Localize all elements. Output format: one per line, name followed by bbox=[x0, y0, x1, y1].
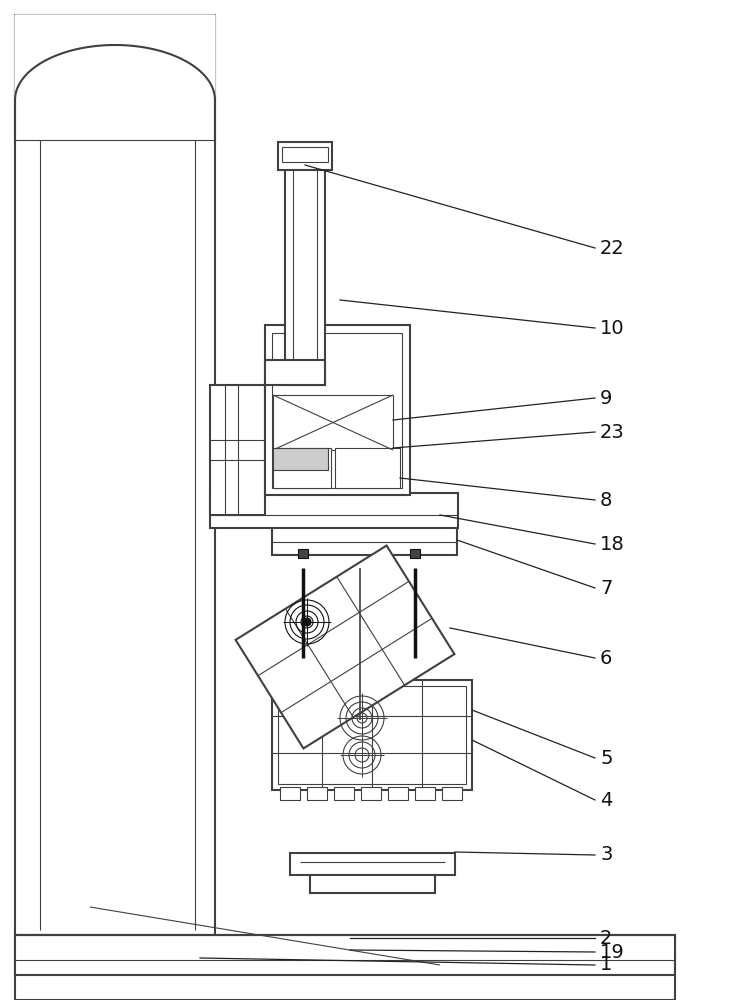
Text: 4: 4 bbox=[600, 790, 613, 810]
Bar bbox=[410, 549, 420, 558]
Bar bbox=[361, 787, 381, 800]
Bar bbox=[278, 686, 466, 784]
Text: 6: 6 bbox=[600, 648, 613, 668]
Bar bbox=[293, 168, 317, 378]
Bar bbox=[298, 549, 308, 558]
Text: 10: 10 bbox=[600, 318, 625, 338]
Bar bbox=[334, 787, 354, 800]
Circle shape bbox=[303, 618, 311, 626]
Bar bbox=[335, 448, 400, 488]
Text: 7: 7 bbox=[600, 578, 613, 597]
Bar bbox=[210, 493, 458, 528]
Bar bbox=[272, 680, 472, 790]
Bar bbox=[282, 147, 328, 162]
Bar bbox=[15, 15, 215, 935]
Text: 5: 5 bbox=[600, 748, 613, 768]
Text: 18: 18 bbox=[600, 534, 625, 554]
Bar bbox=[210, 385, 265, 515]
Bar bbox=[310, 875, 435, 893]
Text: 1: 1 bbox=[600, 956, 613, 974]
Text: 22: 22 bbox=[600, 238, 625, 257]
Text: 8: 8 bbox=[600, 490, 613, 510]
Text: 23: 23 bbox=[600, 422, 625, 442]
Bar bbox=[273, 448, 328, 470]
Bar bbox=[15, 935, 675, 1000]
Bar bbox=[388, 787, 408, 800]
Bar bbox=[273, 395, 393, 450]
Bar bbox=[442, 787, 462, 800]
Bar bbox=[307, 787, 327, 800]
Text: 19: 19 bbox=[600, 942, 625, 962]
Bar bbox=[280, 787, 300, 800]
Bar bbox=[265, 325, 410, 495]
Bar bbox=[272, 333, 402, 488]
Bar bbox=[285, 160, 325, 385]
Text: 9: 9 bbox=[600, 388, 613, 408]
Bar bbox=[278, 142, 332, 170]
Bar bbox=[273, 448, 331, 488]
Bar bbox=[415, 787, 435, 800]
Polygon shape bbox=[15, 15, 215, 140]
Text: 2: 2 bbox=[600, 928, 613, 948]
Text: 3: 3 bbox=[600, 846, 613, 864]
Polygon shape bbox=[235, 546, 454, 748]
Bar bbox=[15, 935, 675, 975]
Bar bbox=[290, 853, 455, 875]
Bar bbox=[265, 360, 325, 385]
Bar bbox=[272, 520, 457, 555]
